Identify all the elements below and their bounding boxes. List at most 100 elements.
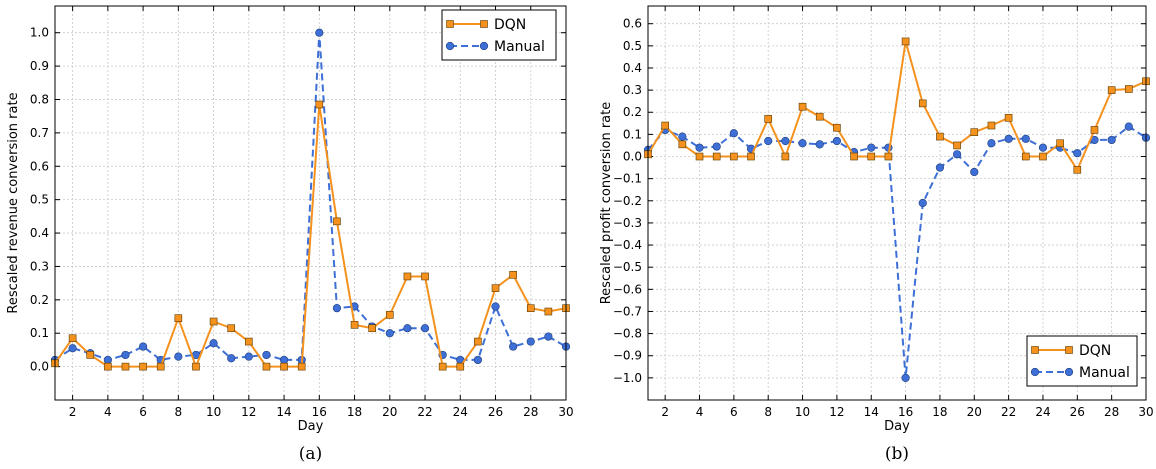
data-point-dqn	[1090, 126, 1099, 134]
data-point-dqn	[68, 334, 77, 343]
y-tick-label: 0.3	[623, 83, 642, 97]
data-point-dqn	[526, 304, 535, 312]
data-point-manual	[1124, 122, 1133, 131]
data-point-dqn	[192, 362, 200, 371]
x-tick-label: 4	[104, 405, 112, 419]
data-point-dqn	[987, 121, 996, 130]
y-tick-label: −0.1	[613, 172, 642, 186]
x-tick-label: 20	[382, 405, 397, 419]
y-tick-label: 0.7	[30, 126, 49, 140]
legend: DQN Manual	[441, 9, 557, 61]
data-point-manual	[953, 150, 962, 159]
data-point-manual	[867, 143, 876, 152]
y-tick-label: 0.5	[623, 39, 642, 53]
y-tick-label: 0.9	[30, 59, 49, 73]
y-tick-label: 0.2	[30, 293, 49, 307]
data-point-manual	[491, 302, 500, 311]
data-point-dqn	[544, 307, 553, 316]
legend-label-dqn: DQN	[494, 17, 526, 33]
legend-label-manual: Manual	[1079, 365, 1130, 381]
x-tick-label: 8	[175, 405, 183, 419]
y-tick-label: 0.5	[30, 193, 49, 207]
x-tick-label: 26	[1070, 405, 1085, 419]
x-tick-label: 12	[829, 405, 844, 419]
data-point-dqn	[712, 152, 721, 161]
data-point-dqn	[315, 100, 324, 109]
data-point-manual	[315, 28, 324, 37]
legend-marker-dqn	[446, 20, 454, 28]
x-tick-label: 20	[967, 405, 982, 419]
x-tick-label: 22	[417, 405, 432, 419]
figure-caption: (a)	[299, 444, 322, 464]
data-point-manual	[935, 163, 945, 172]
data-point-manual	[385, 329, 394, 338]
legend-marker-dqn	[480, 20, 488, 28]
data-point-dqn	[1073, 165, 1082, 174]
y-tick-label: −0.3	[613, 216, 642, 230]
data-point-manual	[987, 139, 996, 148]
x-tick-label: 30	[558, 405, 573, 419]
legend: DQN Manual	[1026, 335, 1138, 387]
data-point-dqn	[918, 99, 927, 108]
data-point-dqn	[1107, 86, 1116, 94]
data-point-dqn	[350, 321, 359, 329]
x-tick-label: 18	[932, 405, 947, 419]
data-point-dqn	[678, 140, 687, 149]
legend-marker-manual	[1030, 367, 1040, 377]
data-point-manual	[403, 324, 412, 333]
y-tick-label: 0.3	[30, 259, 49, 273]
data-point-dqn	[1039, 152, 1047, 161]
series-line-manual	[54, 32, 567, 361]
data-point-dqn	[509, 270, 517, 279]
x-tick-label: 24	[1035, 405, 1050, 419]
series-line-dqn	[647, 41, 1147, 172]
data-point-manual	[1107, 135, 1116, 145]
data-point-dqn	[1021, 152, 1030, 161]
data-point-manual	[832, 136, 841, 146]
legend-label-manual: Manual	[494, 39, 545, 55]
data-point-dqn	[421, 272, 429, 281]
y-tick-label: −0.5	[613, 260, 642, 274]
y-tick-label: 0.2	[623, 105, 642, 119]
x-tick-label: 10	[206, 405, 221, 419]
data-point-dqn	[730, 152, 738, 161]
x-tick-label: 12	[241, 405, 256, 419]
data-point-manual	[103, 355, 112, 365]
data-point-manual	[729, 129, 738, 138]
data-point-manual	[798, 139, 807, 148]
y-tick-label: 0.6	[623, 17, 642, 31]
data-point-dqn	[86, 351, 95, 359]
data-point-manual	[901, 373, 910, 382]
data-point-manual	[918, 198, 927, 208]
data-point-dqn	[209, 317, 218, 326]
data-point-manual	[244, 352, 253, 361]
x-tick-label: 28	[1104, 405, 1119, 419]
y-tick-label: 0.0	[623, 150, 642, 164]
data-point-manual	[139, 342, 148, 351]
data-point-dqn	[1056, 139, 1064, 148]
legend-marker-manual	[1064, 367, 1074, 377]
x-tick-label: 14	[276, 405, 291, 419]
x-tick-label: 18	[347, 405, 362, 419]
data-point-dqn	[403, 272, 412, 281]
x-tick-label: 16	[312, 405, 327, 419]
data-point-dqn	[474, 337, 482, 346]
data-point-manual	[1004, 134, 1013, 143]
data-point-manual	[1021, 134, 1030, 143]
x-tick-label: 2	[661, 405, 669, 419]
y-tick-label: 0.1	[30, 326, 49, 340]
legend-box	[441, 9, 557, 61]
x-tick-label: 16	[898, 405, 913, 419]
data-point-manual	[1073, 149, 1082, 158]
data-point-dqn	[438, 362, 447, 371]
y-tick-label: 1.0	[30, 26, 49, 40]
data-point-dqn	[368, 324, 376, 333]
data-point-dqn	[227, 324, 236, 333]
data-point-manual	[1038, 143, 1048, 152]
data-point-dqn	[695, 152, 704, 161]
x-axis-label: Day	[884, 419, 910, 434]
x-tick-label: 14	[864, 405, 879, 419]
x-tick-label: 22	[1001, 405, 1016, 419]
data-point-dqn	[1004, 113, 1013, 122]
